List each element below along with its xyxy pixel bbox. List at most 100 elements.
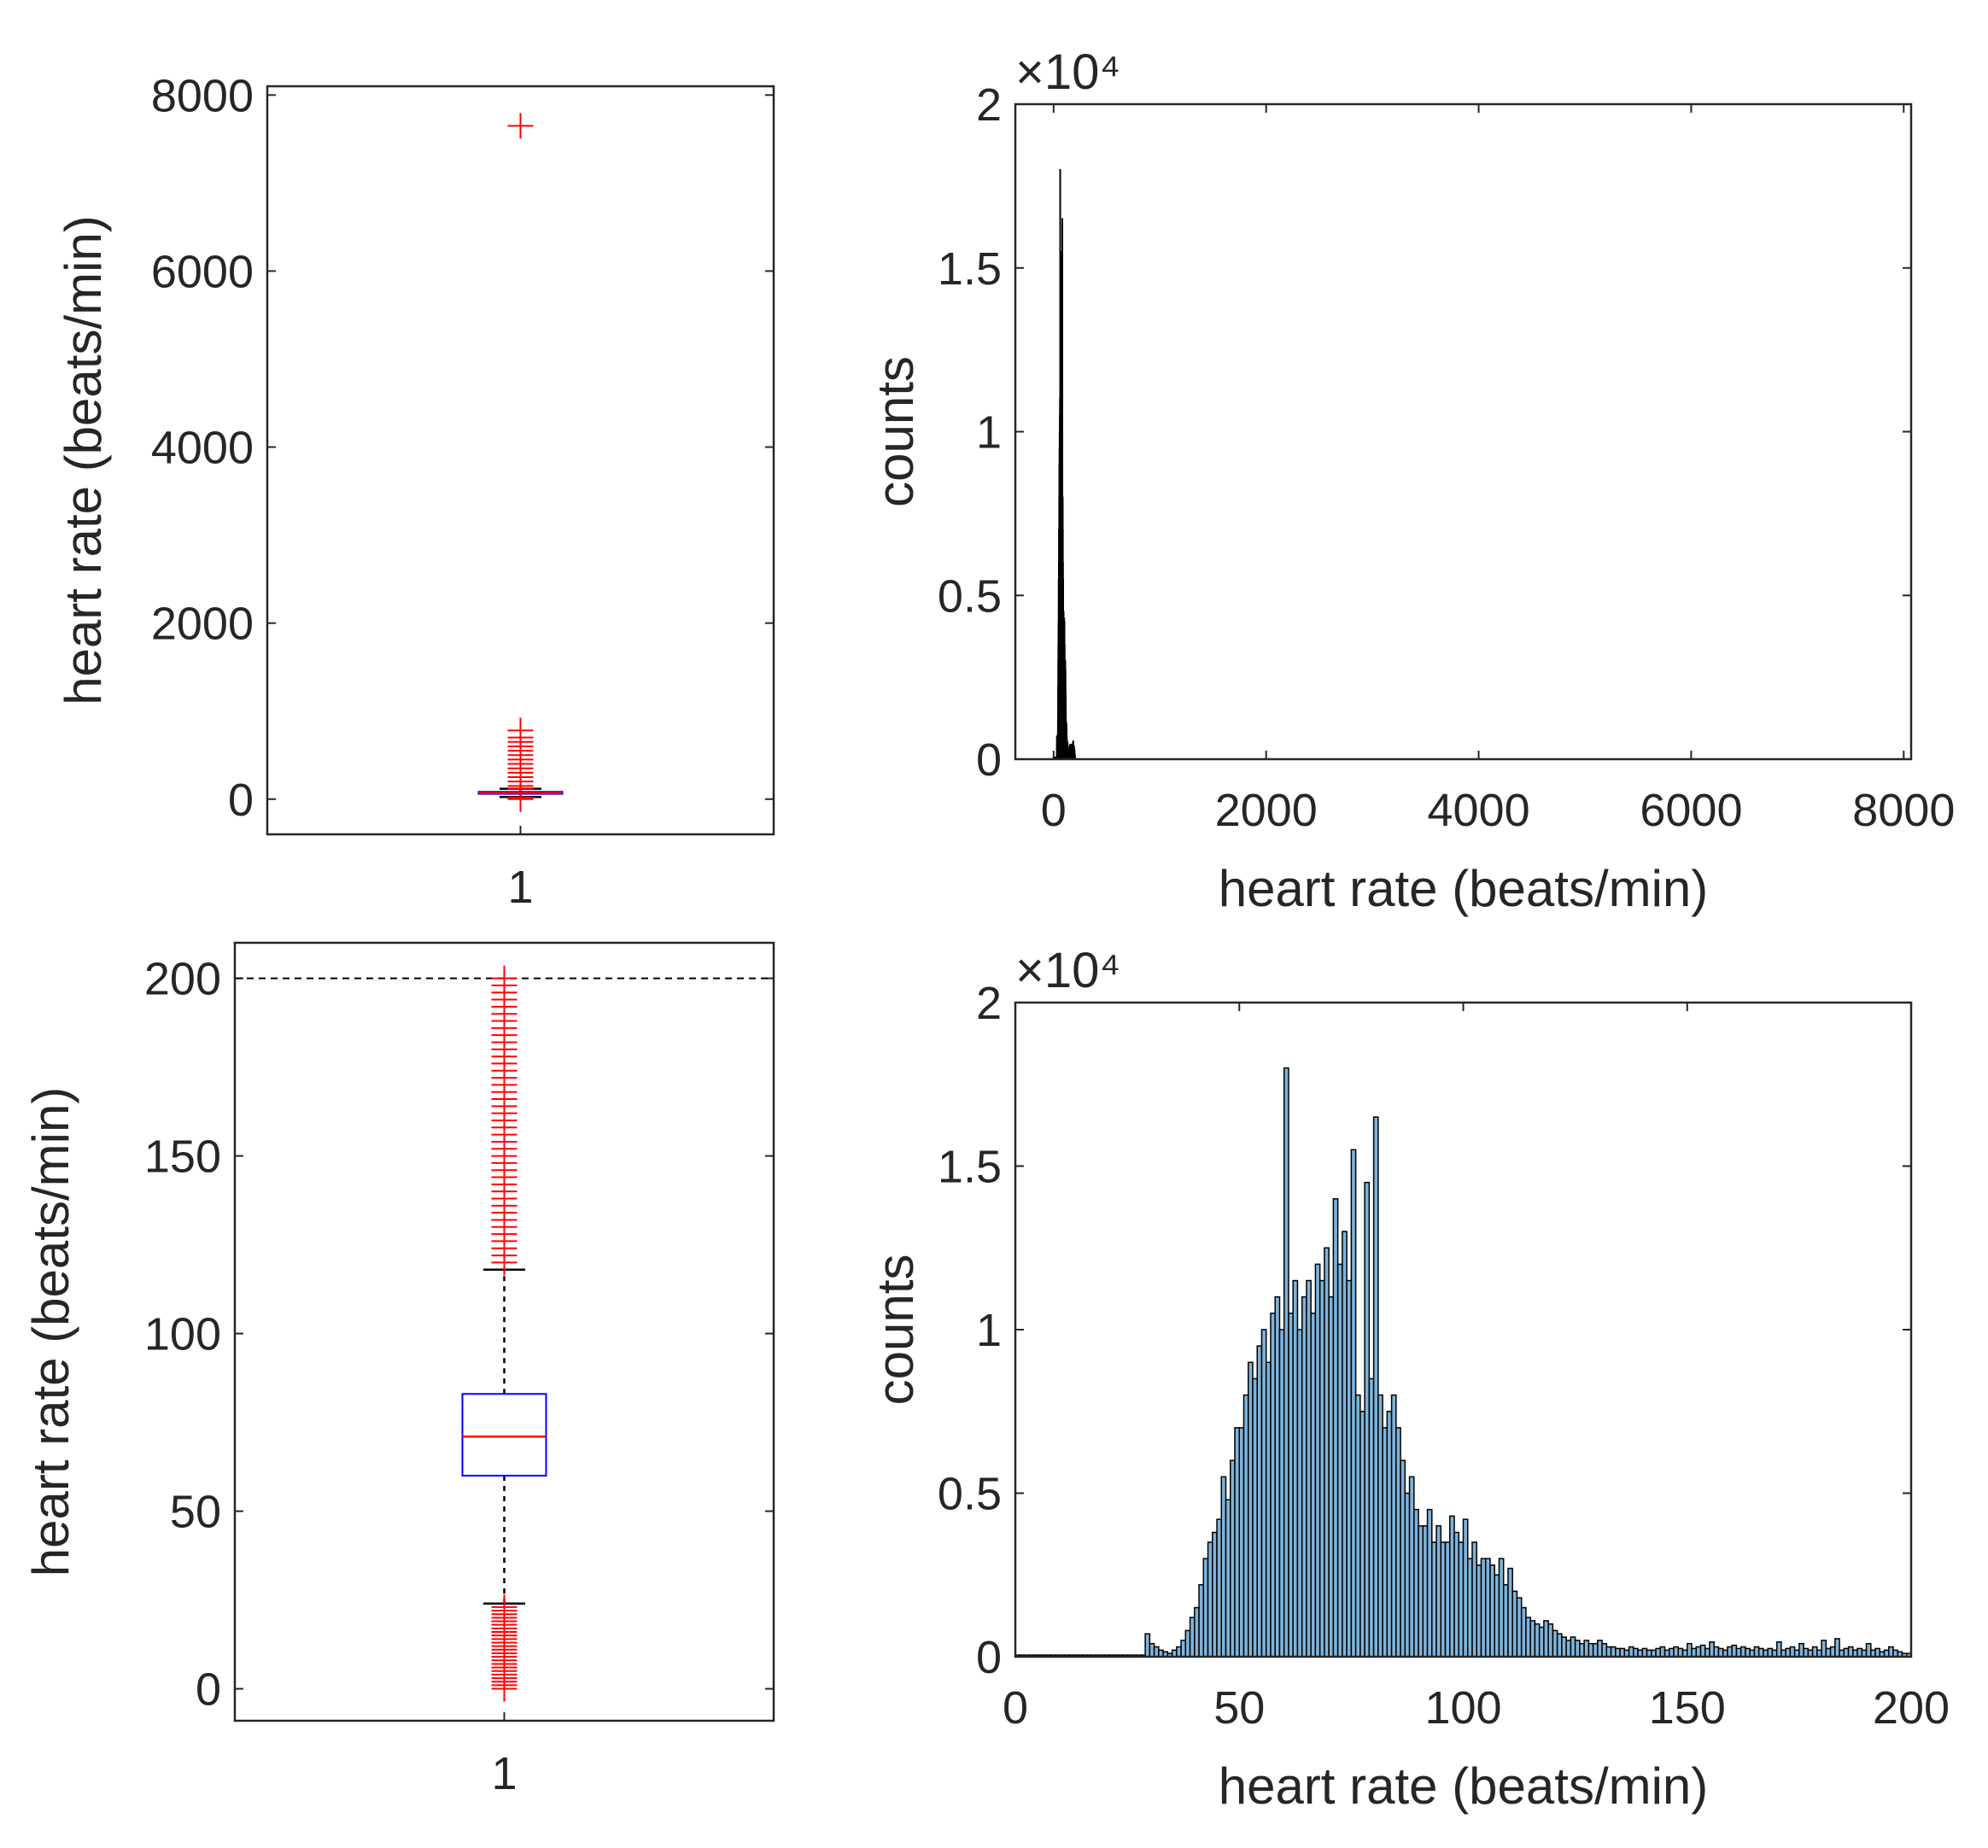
bar: [1283, 1067, 1289, 1658]
bar: [1659, 1646, 1666, 1658]
bar: [1324, 1247, 1330, 1658]
bar: [1350, 1149, 1357, 1658]
bar: [1516, 1597, 1523, 1658]
bar: [1856, 1647, 1863, 1658]
bar: [1775, 1641, 1782, 1658]
bar: [1547, 1623, 1554, 1658]
y-tick-label: 2000: [151, 599, 254, 650]
bar: [1579, 1642, 1585, 1658]
bar: [1687, 1642, 1693, 1658]
bar: [1265, 1361, 1272, 1658]
bar: [1220, 1476, 1227, 1658]
bar: [1803, 1647, 1810, 1658]
bar: [1435, 1525, 1442, 1658]
bar: [1458, 1541, 1465, 1658]
bar: [1525, 1617, 1531, 1658]
y-tick-label: 2: [976, 79, 1002, 131]
bar: [1149, 1642, 1155, 1658]
x-tick-label: 200: [1873, 1682, 1950, 1734]
bar: [1354, 1394, 1361, 1658]
bar: [1556, 1633, 1563, 1658]
y-tick-label: 0.5: [938, 570, 1002, 622]
bar: [1256, 1345, 1263, 1658]
bar: [1574, 1640, 1581, 1658]
bar: [1498, 1558, 1505, 1658]
bar: [1757, 1647, 1764, 1658]
bar: [1655, 1647, 1662, 1658]
bar: [1310, 1313, 1317, 1658]
y-tick-label: 0: [976, 734, 1002, 786]
bar: [1552, 1629, 1558, 1658]
bar: [1225, 1499, 1231, 1658]
bar: [1198, 1583, 1205, 1658]
y-tick-label: 1: [976, 407, 1002, 459]
y-tick-label: 0: [228, 775, 254, 826]
bar: [1260, 1329, 1267, 1658]
bar: [1484, 1558, 1491, 1658]
bar: [1610, 1646, 1617, 1658]
bar: [1288, 1313, 1294, 1658]
bar: [1292, 1279, 1299, 1658]
bar: [1605, 1646, 1612, 1658]
y-exponent: ×10⁴: [1015, 943, 1120, 998]
bar: [1386, 1411, 1393, 1658]
bar: [1184, 1629, 1191, 1658]
bar: [1296, 1329, 1303, 1658]
bar: [1619, 1647, 1626, 1658]
y-tick-label: 150: [144, 1132, 221, 1183]
bar: [1745, 1647, 1751, 1658]
x-tick-label: 2000: [1215, 785, 1318, 836]
bar: [1466, 1558, 1473, 1658]
bar: [1529, 1620, 1536, 1658]
bar: [1731, 1644, 1738, 1658]
bar: [1390, 1394, 1397, 1658]
y-tick-label: 200: [144, 954, 221, 1005]
bar: [1727, 1646, 1733, 1658]
bar: [1829, 1646, 1836, 1658]
x-tick-label: 100: [1424, 1682, 1501, 1734]
bar: [1328, 1295, 1335, 1658]
bar: [1216, 1518, 1223, 1658]
bar: [1538, 1626, 1545, 1658]
bar: [1628, 1646, 1634, 1658]
x-tick-label: 50: [1213, 1682, 1265, 1734]
bar: [1502, 1583, 1509, 1658]
bar: [1422, 1525, 1429, 1658]
x-axis-label: heart rate (beats/min): [1219, 860, 1709, 917]
bar: [1212, 1531, 1218, 1658]
bar: [1825, 1647, 1832, 1658]
bar: [1592, 1642, 1599, 1658]
bar: [1543, 1620, 1549, 1658]
bar: [1395, 1427, 1401, 1658]
bar: [1695, 1646, 1702, 1658]
x-tick-label: 1: [491, 1748, 517, 1799]
y-tick-label: 4000: [151, 423, 254, 474]
y-exponent: ×10⁴: [1015, 44, 1120, 100]
bar: [1336, 1263, 1343, 1658]
outlier: [491, 965, 517, 991]
bar: [1418, 1525, 1424, 1658]
bar: [1489, 1564, 1495, 1658]
bar: [1306, 1279, 1312, 1658]
bar: [1342, 1231, 1348, 1658]
y-tick-label: 2: [976, 978, 1002, 1029]
bar: [1400, 1459, 1406, 1658]
bar: [1202, 1558, 1209, 1658]
bar: [1520, 1606, 1527, 1658]
bar: [1735, 1647, 1742, 1658]
x-tick-label: 4000: [1427, 785, 1529, 836]
bar: [1713, 1646, 1720, 1658]
bar: [1561, 1636, 1567, 1658]
bar: [1565, 1640, 1572, 1658]
bar: [1364, 1181, 1371, 1658]
bar: [1753, 1646, 1760, 1658]
bar: [1709, 1641, 1715, 1658]
y-axis-label: counts: [867, 356, 924, 507]
bar: [1811, 1646, 1818, 1658]
bar: [1476, 1564, 1482, 1658]
x-tick-label: 0: [1041, 785, 1067, 836]
axes-frame: [266, 85, 775, 836]
bar: [1677, 1647, 1684, 1658]
y-tick-label: 1.5: [938, 1142, 1002, 1193]
bar: [1238, 1427, 1245, 1658]
